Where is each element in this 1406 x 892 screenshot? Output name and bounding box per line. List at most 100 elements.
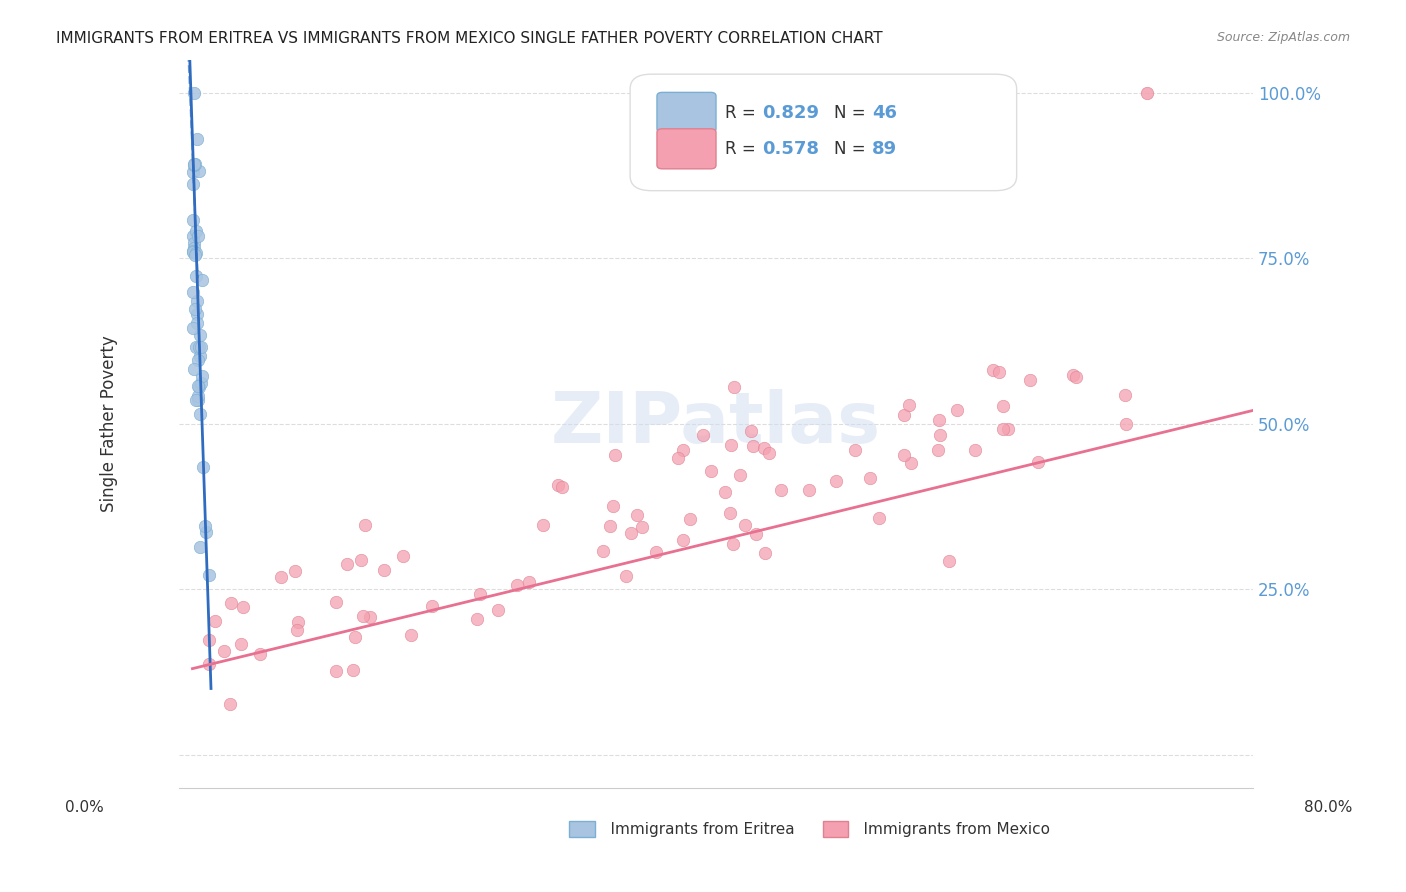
Point [190, 273, 212, 287]
Point [1026, 455, 1049, 469]
Point [181, 229, 204, 244]
Point [392, 549, 415, 564]
Point [183, 158, 205, 172]
Point [186, 392, 208, 407]
Text: Immigrants from Eritrea: Immigrants from Eritrea [591, 822, 794, 837]
Point [270, 570, 292, 584]
Point [644, 544, 666, 558]
Point [191, 369, 214, 384]
Point [825, 474, 848, 488]
Point [859, 471, 882, 485]
Text: IMMIGRANTS FROM ERITREA VS IMMIGRANTS FROM MEXICO SINGLE FATHER POVERTY CORRELAT: IMMIGRANTS FROM ERITREA VS IMMIGRANTS FR… [56, 31, 883, 46]
Point [350, 553, 373, 567]
Text: 0.829: 0.829 [762, 103, 820, 122]
Point [745, 527, 768, 541]
Point [720, 438, 742, 452]
Point [325, 665, 347, 679]
Point [1115, 417, 1137, 431]
Point [734, 518, 756, 533]
Point [287, 615, 309, 629]
Point [336, 558, 359, 572]
Point [614, 569, 637, 583]
Point [187, 378, 209, 392]
Point [770, 483, 793, 497]
Point [754, 441, 776, 455]
Point [186, 307, 208, 321]
Point [186, 132, 208, 146]
Point [714, 484, 737, 499]
Point [987, 365, 1010, 379]
Point [186, 229, 208, 244]
Point [198, 657, 221, 672]
Point [183, 241, 205, 255]
Point [672, 443, 695, 458]
Text: N =: N = [834, 140, 870, 158]
Point [183, 157, 205, 171]
Point [188, 541, 211, 555]
Point [692, 428, 714, 442]
Point [187, 392, 209, 407]
Bar [569, 821, 595, 837]
Text: N =: N = [834, 103, 870, 122]
Point [547, 478, 569, 492]
Point [354, 517, 377, 532]
Point [183, 235, 205, 250]
Point [893, 408, 915, 422]
Point [672, 533, 695, 548]
FancyBboxPatch shape [657, 128, 716, 169]
Point [197, 568, 219, 582]
Point [599, 519, 621, 533]
Point [898, 398, 921, 412]
Text: 89: 89 [872, 140, 897, 158]
Point [602, 499, 624, 513]
Point [344, 630, 367, 644]
Point [620, 525, 643, 540]
Point [249, 648, 271, 662]
Text: Source: ZipAtlas.com: Source: ZipAtlas.com [1216, 31, 1350, 45]
Point [373, 563, 395, 577]
Text: 46: 46 [872, 103, 897, 122]
Point [981, 363, 1004, 377]
Point [184, 157, 207, 171]
Point [758, 446, 780, 460]
Text: 0.578: 0.578 [762, 140, 820, 158]
Point [183, 86, 205, 100]
Point [359, 609, 381, 624]
Point [181, 245, 204, 260]
Point [741, 439, 763, 453]
Point [893, 448, 915, 462]
Point [191, 460, 214, 475]
Point [188, 350, 211, 364]
Text: R =: R = [724, 103, 761, 122]
Point [868, 510, 890, 524]
Text: R =: R = [724, 140, 761, 158]
Point [991, 399, 1014, 413]
Text: Immigrants from Mexico: Immigrants from Mexico [844, 822, 1050, 837]
Point [470, 587, 492, 601]
Point [186, 316, 208, 330]
Text: 80.0%: 80.0% [1305, 800, 1353, 814]
Point [198, 633, 221, 648]
Point [740, 424, 762, 438]
Point [550, 479, 572, 493]
Text: Single Father Poverty: Single Father Poverty [100, 335, 118, 512]
Point [900, 456, 922, 470]
Point [797, 483, 820, 498]
Point [666, 451, 689, 466]
Point [325, 595, 347, 609]
Point [181, 321, 204, 335]
Point [531, 517, 554, 532]
Point [186, 246, 208, 260]
Point [186, 224, 208, 238]
Point [181, 244, 204, 259]
Point [592, 544, 614, 558]
Point [342, 663, 364, 677]
Point [188, 407, 211, 421]
Point [505, 578, 527, 592]
Point [679, 512, 702, 526]
Point [938, 554, 960, 568]
Point [700, 464, 723, 478]
Point [184, 247, 207, 261]
Point [1136, 86, 1159, 100]
Point [1114, 388, 1136, 402]
